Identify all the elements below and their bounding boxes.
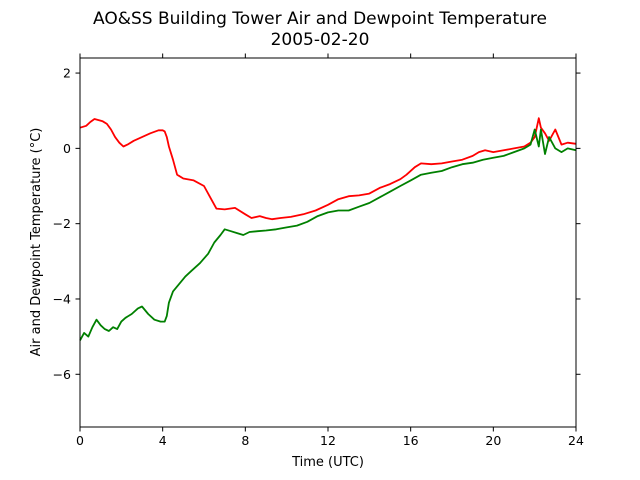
x-tick-label-2: 8 — [241, 433, 249, 448]
y-tick-label-0: −6 — [53, 367, 71, 382]
y-tick-label-1: −4 — [53, 291, 71, 306]
x-tick-label-5: 20 — [485, 433, 501, 448]
x-tick-label-3: 12 — [320, 433, 336, 448]
x-axis-label: Time (UTC) — [291, 455, 364, 470]
x-tick-label-1: 4 — [159, 433, 167, 448]
x-tick-label-4: 16 — [403, 433, 419, 448]
plot-frame — [79, 57, 577, 428]
y-tick-label-2: −2 — [53, 216, 71, 231]
x-tick-label-0: 0 — [76, 433, 84, 448]
series-line-1 — [79, 128, 577, 341]
y-tick-label-4: 2 — [63, 66, 71, 81]
plot-area — [79, 117, 577, 341]
series-line-0 — [79, 117, 577, 221]
x-tick-label-6: 24 — [568, 433, 584, 448]
chart-title: AO&SS Building Tower Air and Dewpoint Te… — [93, 9, 547, 29]
y-axis-label: Air and Dewpoint Temperature (°C) — [29, 128, 44, 357]
y-tick-label-3: 0 — [63, 141, 71, 156]
chart-subtitle: 2005-02-20 — [271, 30, 370, 50]
